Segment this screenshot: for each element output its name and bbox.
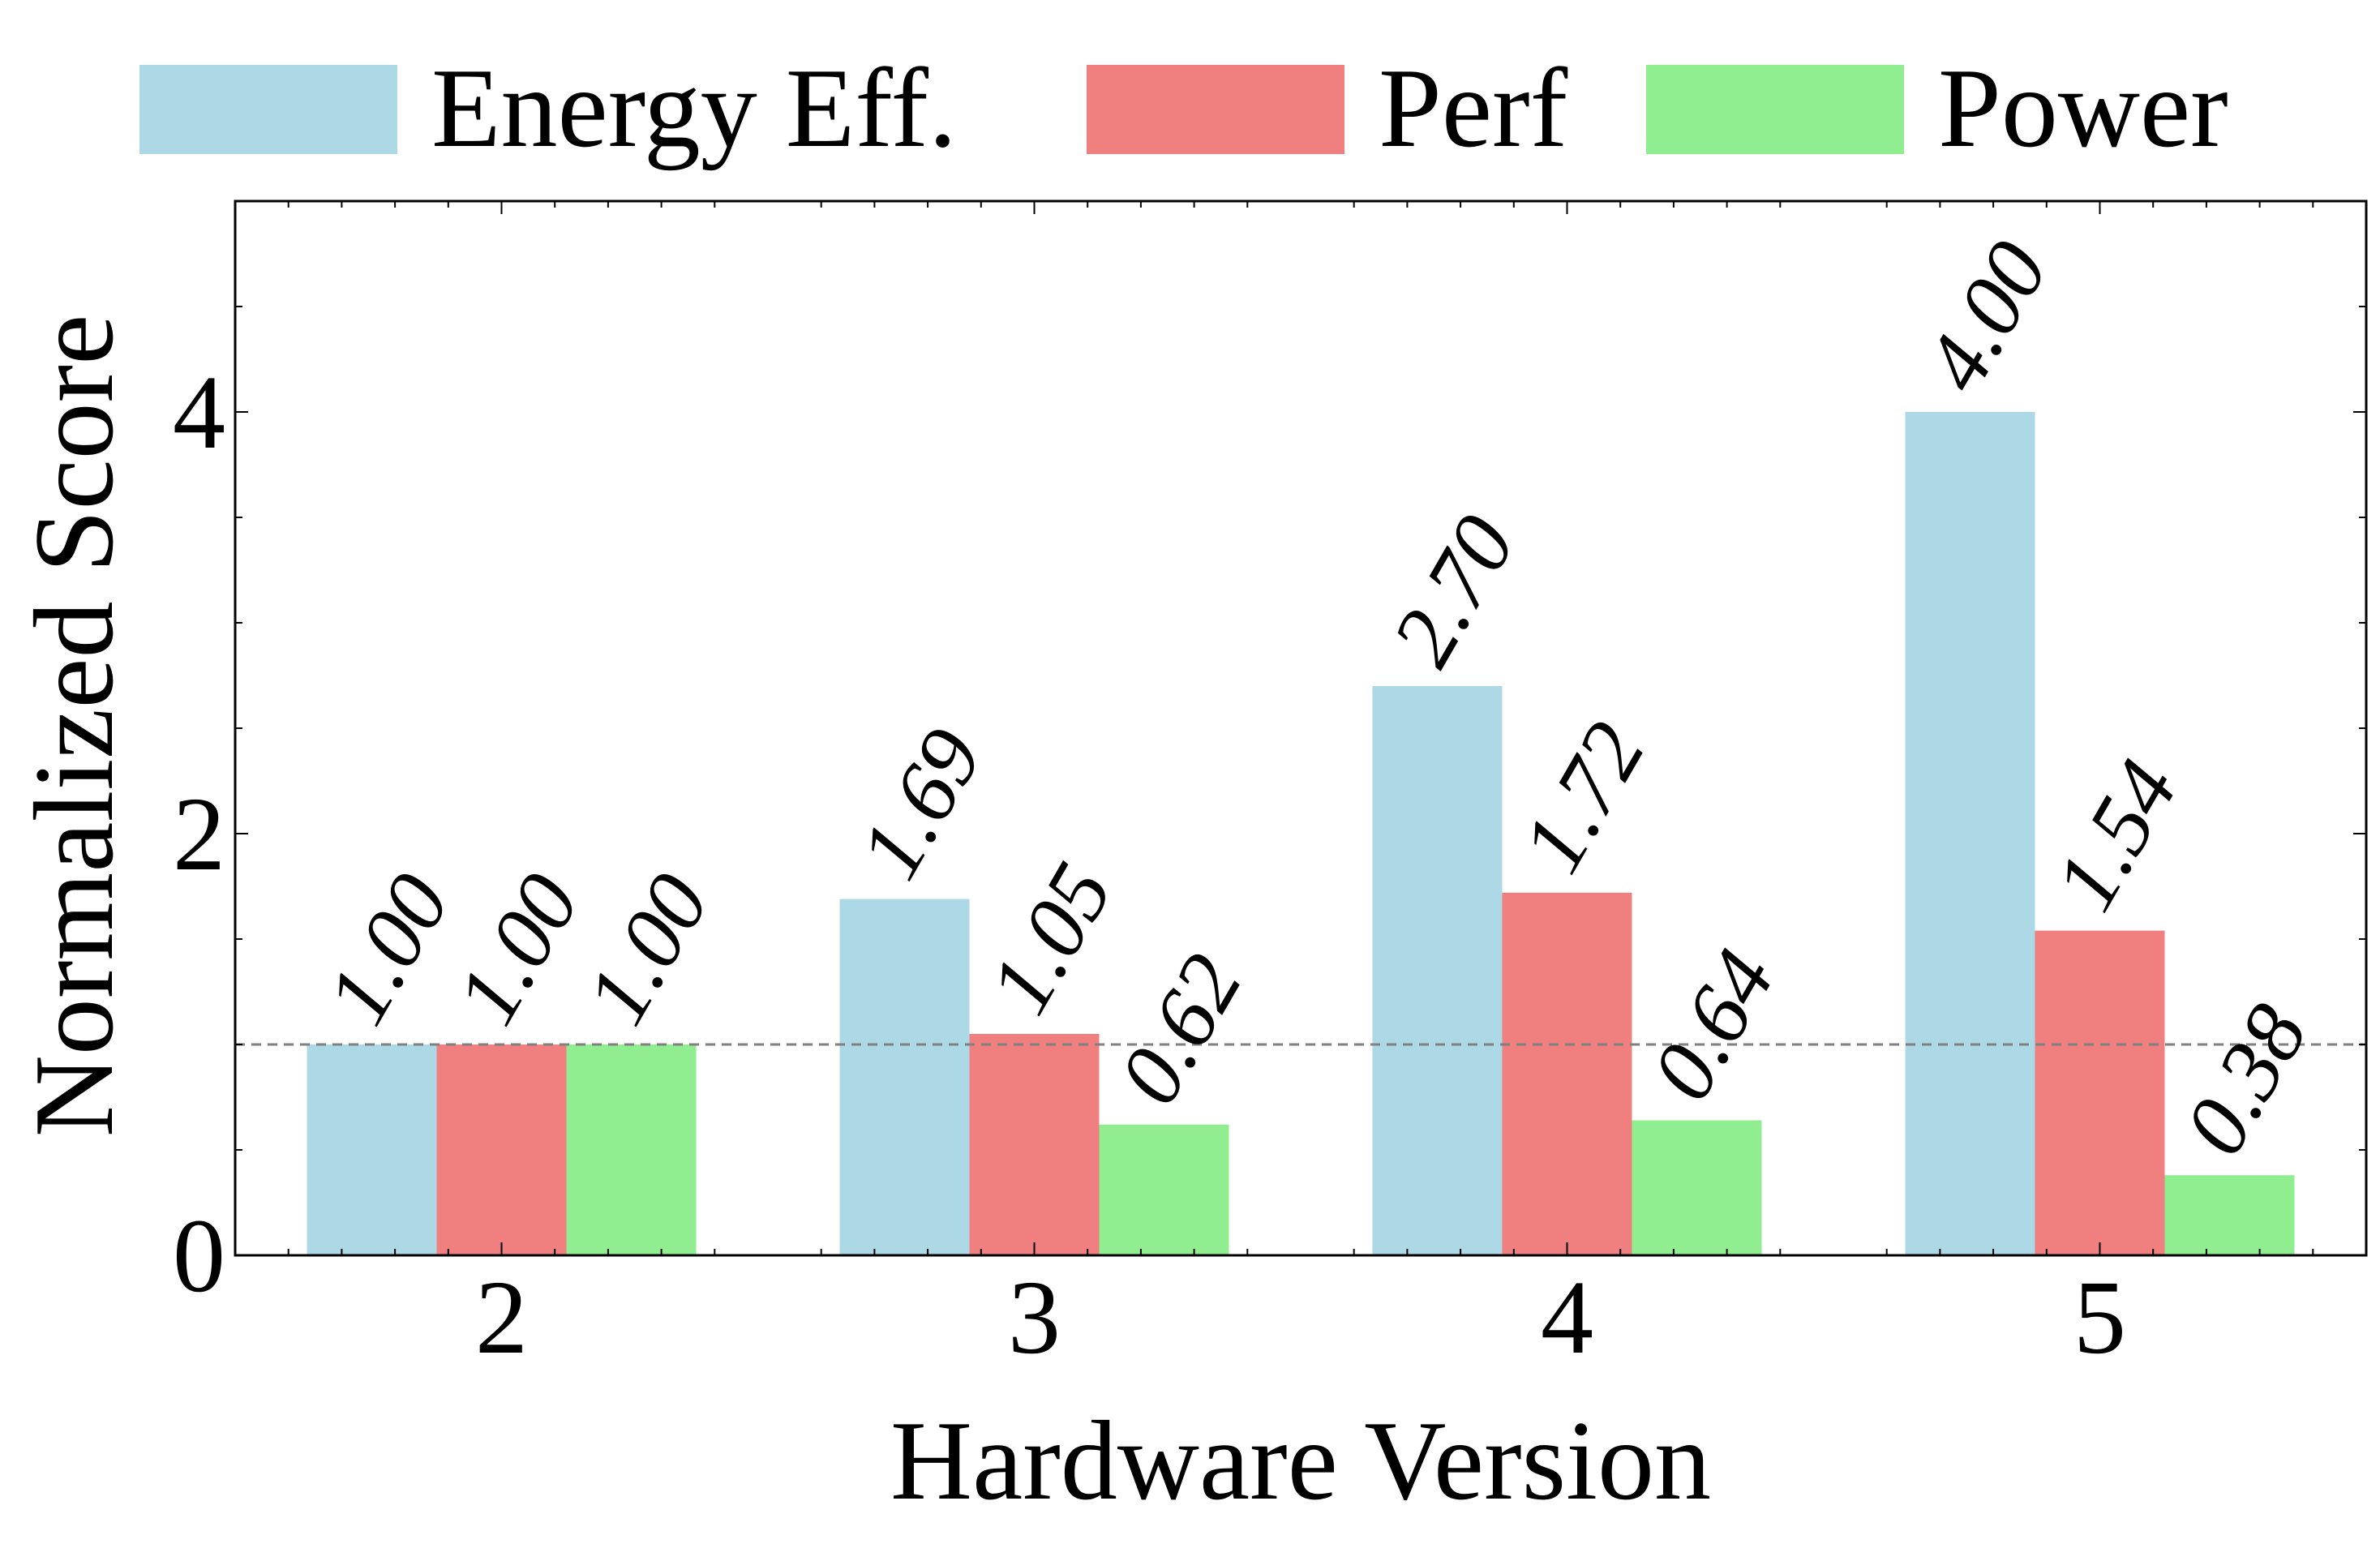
legend-label: Perf	[1379, 45, 1568, 171]
legend: Energy Eff. Perf Power	[139, 45, 2228, 171]
y-axis-label: Normalized Score	[11, 315, 137, 1138]
legend-swatch	[1646, 65, 1904, 154]
legend-label: Power	[1938, 45, 2228, 171]
bar-perf-2	[436, 1044, 567, 1255]
bar-energy-eff-2	[307, 1044, 437, 1255]
bar-perf-3	[969, 1034, 1100, 1255]
x-tick-label: 4	[1541, 1259, 1593, 1376]
x-tick-label: 5	[2073, 1259, 2126, 1376]
bar-power-5	[2164, 1175, 2295, 1255]
bar-power-4	[1632, 1120, 1762, 1255]
plot-frame	[234, 199, 2368, 1257]
legend-label: Energy Eff.	[431, 45, 957, 171]
y-tick-label: 4	[173, 354, 225, 471]
y-tick-label: 0	[173, 1198, 225, 1315]
bar-energy-eff-3	[839, 899, 970, 1255]
bars-layer	[307, 412, 2295, 1255]
legend-swatch	[139, 65, 397, 154]
x-tick-label: 3	[1008, 1259, 1061, 1376]
bar-perf-5	[2035, 930, 2165, 1255]
y-tick-label: 2	[173, 776, 225, 893]
x-axis-label: Hardware Version	[890, 1398, 1711, 1524]
x-tick-labels: 2 3 4 5	[475, 1259, 2126, 1376]
bar-perf-4	[1502, 892, 1632, 1255]
bar-energy-eff-5	[1905, 412, 2035, 1255]
bar-power-2	[566, 1044, 697, 1255]
x-tick-label: 2	[475, 1259, 528, 1376]
bar-power-3	[1099, 1124, 1229, 1255]
y-tick-labels: 0 2 4	[173, 354, 225, 1315]
bar-energy-eff-4	[1372, 686, 1503, 1255]
legend-swatch	[1087, 65, 1344, 154]
